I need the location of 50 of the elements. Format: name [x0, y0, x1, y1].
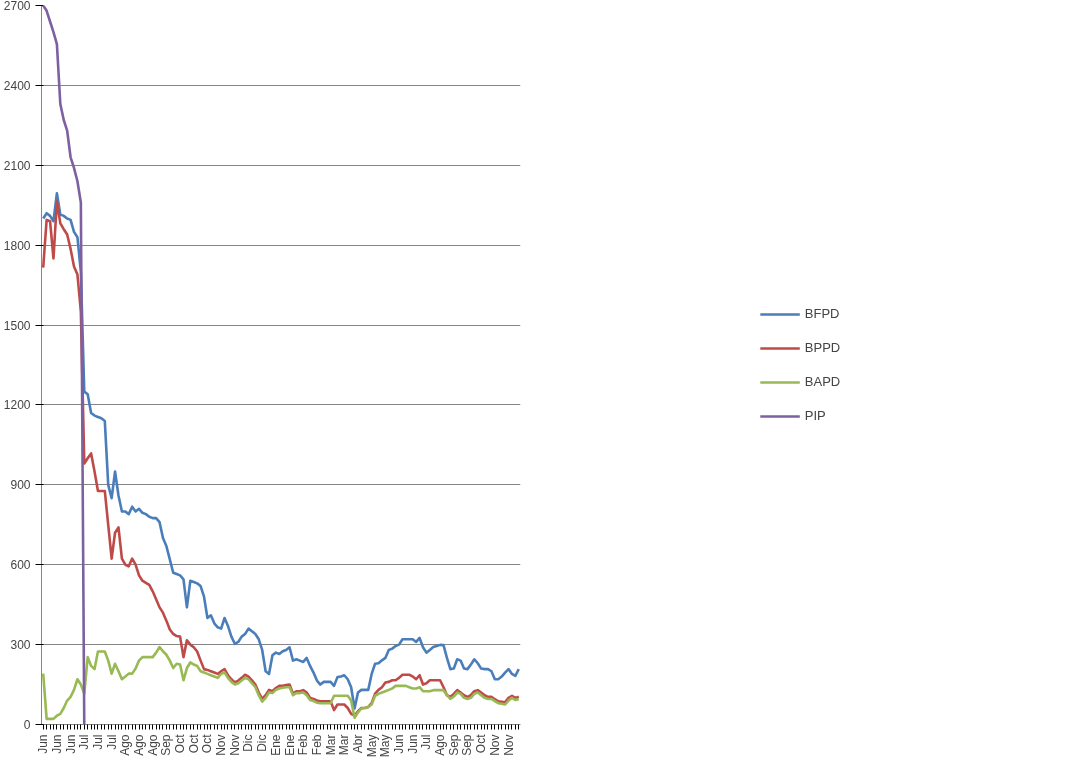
x-tick-label: Jun: [392, 734, 407, 754]
legend-label: PIP: [804, 408, 826, 423]
x-tick-label: Oct: [200, 733, 215, 754]
x-tick-label: Abr: [350, 734, 365, 754]
legend-label: BPPD: [804, 340, 841, 355]
x-tick-label: Ago: [118, 734, 133, 756]
x-tick-label: Ago: [433, 734, 448, 756]
x-tick-label: Dic: [255, 734, 270, 752]
y-tick-label: 1500: [3, 318, 31, 333]
x-tick-label: Nov: [501, 734, 516, 756]
x-tick-label: Sep: [159, 734, 174, 756]
x-tick-label: Oct: [173, 733, 188, 754]
x-tick-label: Feb: [296, 734, 311, 756]
x-tick-label: Jul: [90, 734, 105, 750]
x-tick-label: Dic: [241, 734, 256, 752]
x-tick-label: Feb: [309, 734, 324, 756]
legend-label: BFPD: [804, 306, 840, 321]
x-tick-label: Ago: [132, 734, 147, 756]
x-tick-label: Oct: [186, 733, 201, 754]
x-tick-label: Sep: [446, 734, 461, 756]
y-tick-label: 2100: [3, 158, 31, 173]
x-tick-label: May: [364, 734, 379, 758]
x-tick-label: Ago: [145, 734, 160, 756]
x-tick-label: Jun: [63, 734, 78, 754]
x-tick-label: Mar: [323, 734, 338, 756]
y-tick-label: 1200: [3, 398, 31, 413]
x-tick-label: Ene: [268, 734, 283, 756]
y-tick-label: 900: [10, 478, 31, 493]
y-tick-label: 1800: [3, 238, 31, 253]
x-tick-label: Jun: [36, 734, 51, 754]
x-tick-label: Jun: [405, 734, 420, 754]
y-tick-label: 2700: [3, 0, 31, 13]
x-tick-label: Nov: [487, 734, 502, 756]
y-tick-label: 600: [10, 558, 31, 573]
x-tick-label: Jul: [419, 734, 434, 750]
x-tick-label: Nov: [214, 734, 229, 756]
x-tick-label: Sep: [460, 734, 475, 756]
x-tick-label: Ene: [282, 734, 297, 756]
y-tick-label: 0: [23, 718, 31, 732]
y-tick-label: 2400: [3, 78, 31, 93]
x-tick-label: Jul: [104, 734, 119, 750]
legend-label: BAPD: [804, 374, 841, 389]
x-tick-label: Oct: [474, 733, 489, 754]
x-tick-label: Mar: [337, 734, 352, 756]
x-tick-label: Jul: [77, 734, 92, 750]
x-tick-label: Jun: [49, 734, 64, 754]
x-tick-label: Nov: [227, 734, 242, 756]
x-tick-label: May: [378, 734, 393, 758]
y-tick-label: 300: [10, 638, 31, 653]
line-series: [41, 645, 521, 721]
